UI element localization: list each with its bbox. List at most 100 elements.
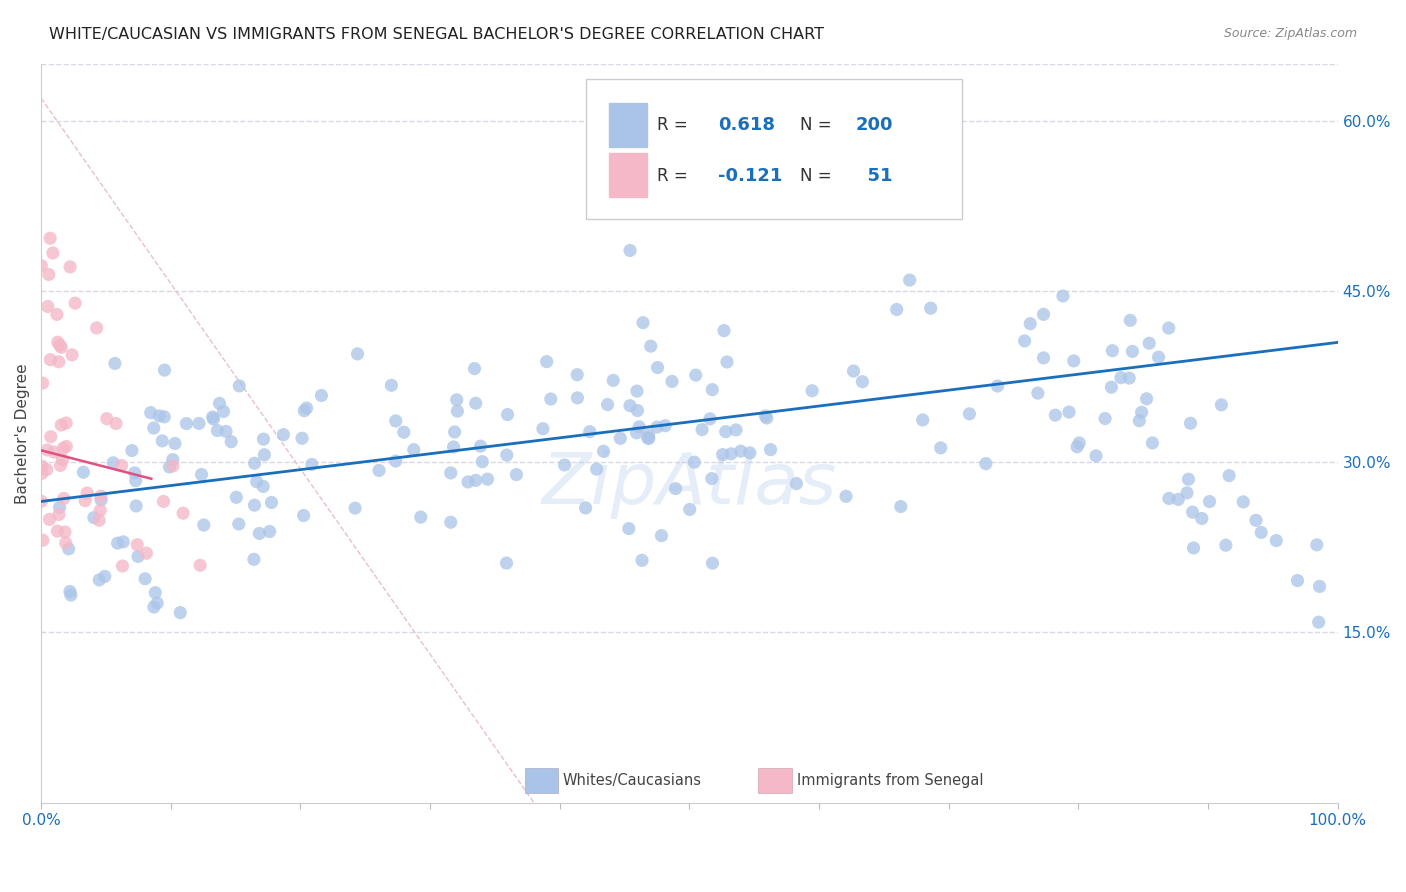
Point <box>188 417 211 431</box>
Point <box>1211 398 1233 412</box>
Text: N =: N = <box>800 168 837 186</box>
Point <box>1014 334 1036 348</box>
Point <box>785 476 807 491</box>
Point <box>48 508 70 522</box>
Point <box>260 495 283 509</box>
Point <box>31 467 53 481</box>
Point <box>446 392 468 407</box>
Point <box>35 462 58 476</box>
Point <box>1308 615 1330 629</box>
Point <box>368 463 391 477</box>
Point <box>702 556 724 570</box>
Point <box>384 454 406 468</box>
Point <box>1180 416 1202 430</box>
Point <box>148 409 170 423</box>
Point <box>39 352 62 367</box>
Point <box>890 500 912 514</box>
Point <box>578 425 600 439</box>
Point <box>619 244 641 258</box>
Point <box>654 418 676 433</box>
Point <box>631 553 654 567</box>
FancyBboxPatch shape <box>609 153 647 197</box>
Point <box>1109 370 1132 384</box>
Point <box>464 396 486 410</box>
Point <box>153 409 176 424</box>
Point <box>464 474 486 488</box>
Point <box>201 409 224 424</box>
Point <box>443 440 465 454</box>
Point <box>190 467 212 482</box>
Point <box>801 384 824 398</box>
Point <box>59 588 82 602</box>
Point <box>1137 336 1160 351</box>
Text: WHITE/CAUCASIAN VS IMMIGRANTS FROM SENEGAL BACHELOR'S DEGREE CORRELATION CHART: WHITE/CAUCASIAN VS IMMIGRANTS FROM SENEG… <box>49 27 824 42</box>
Point <box>1063 354 1085 368</box>
Point <box>110 458 132 473</box>
Point <box>163 436 186 450</box>
Point <box>311 388 333 402</box>
Point <box>225 491 247 505</box>
Point <box>713 324 735 338</box>
Text: R =: R = <box>657 116 693 134</box>
Point <box>536 354 558 368</box>
Point <box>1085 449 1108 463</box>
Point <box>37 442 59 457</box>
Point <box>575 500 598 515</box>
Point <box>1198 494 1220 508</box>
Y-axis label: Bachelor's Degree: Bachelor's Degree <box>15 363 30 504</box>
Point <box>252 479 274 493</box>
Point <box>76 486 98 500</box>
Point <box>714 425 737 439</box>
Point <box>631 316 654 330</box>
Point <box>111 559 134 574</box>
Point <box>1130 405 1153 419</box>
Point <box>46 524 69 538</box>
Point <box>835 489 858 503</box>
Point <box>124 466 146 480</box>
Point <box>38 268 60 282</box>
Point <box>176 417 198 431</box>
Point <box>637 432 659 446</box>
Point <box>243 498 266 512</box>
Point <box>59 260 82 274</box>
Point <box>89 503 111 517</box>
Point <box>252 432 274 446</box>
Point <box>89 513 111 527</box>
Point <box>617 522 640 536</box>
Point <box>228 516 250 531</box>
Point <box>55 440 77 454</box>
Point <box>134 572 156 586</box>
Text: 0.618: 0.618 <box>718 116 775 134</box>
Point <box>83 510 105 524</box>
Point <box>1136 392 1159 406</box>
Point <box>1309 579 1331 593</box>
Point <box>986 379 1008 393</box>
Point <box>1119 313 1142 327</box>
Point <box>477 472 499 486</box>
Point <box>645 420 668 434</box>
Point <box>52 491 75 506</box>
Point <box>162 458 184 473</box>
Point <box>60 348 83 362</box>
Point <box>48 355 70 369</box>
FancyBboxPatch shape <box>586 78 962 219</box>
Point <box>188 558 211 573</box>
Point <box>929 441 952 455</box>
Point <box>253 448 276 462</box>
Point <box>685 368 707 383</box>
Point <box>143 585 166 599</box>
Point <box>1066 440 1088 454</box>
Point <box>1232 495 1254 509</box>
Point <box>94 569 117 583</box>
Point <box>39 231 62 245</box>
Point <box>585 462 607 476</box>
Point <box>103 456 125 470</box>
Point <box>637 431 659 445</box>
Point <box>626 403 648 417</box>
Point <box>125 474 148 488</box>
Point <box>1128 414 1150 428</box>
Point <box>457 475 479 489</box>
Point <box>920 301 942 316</box>
Point <box>911 413 934 427</box>
Point <box>380 378 402 392</box>
